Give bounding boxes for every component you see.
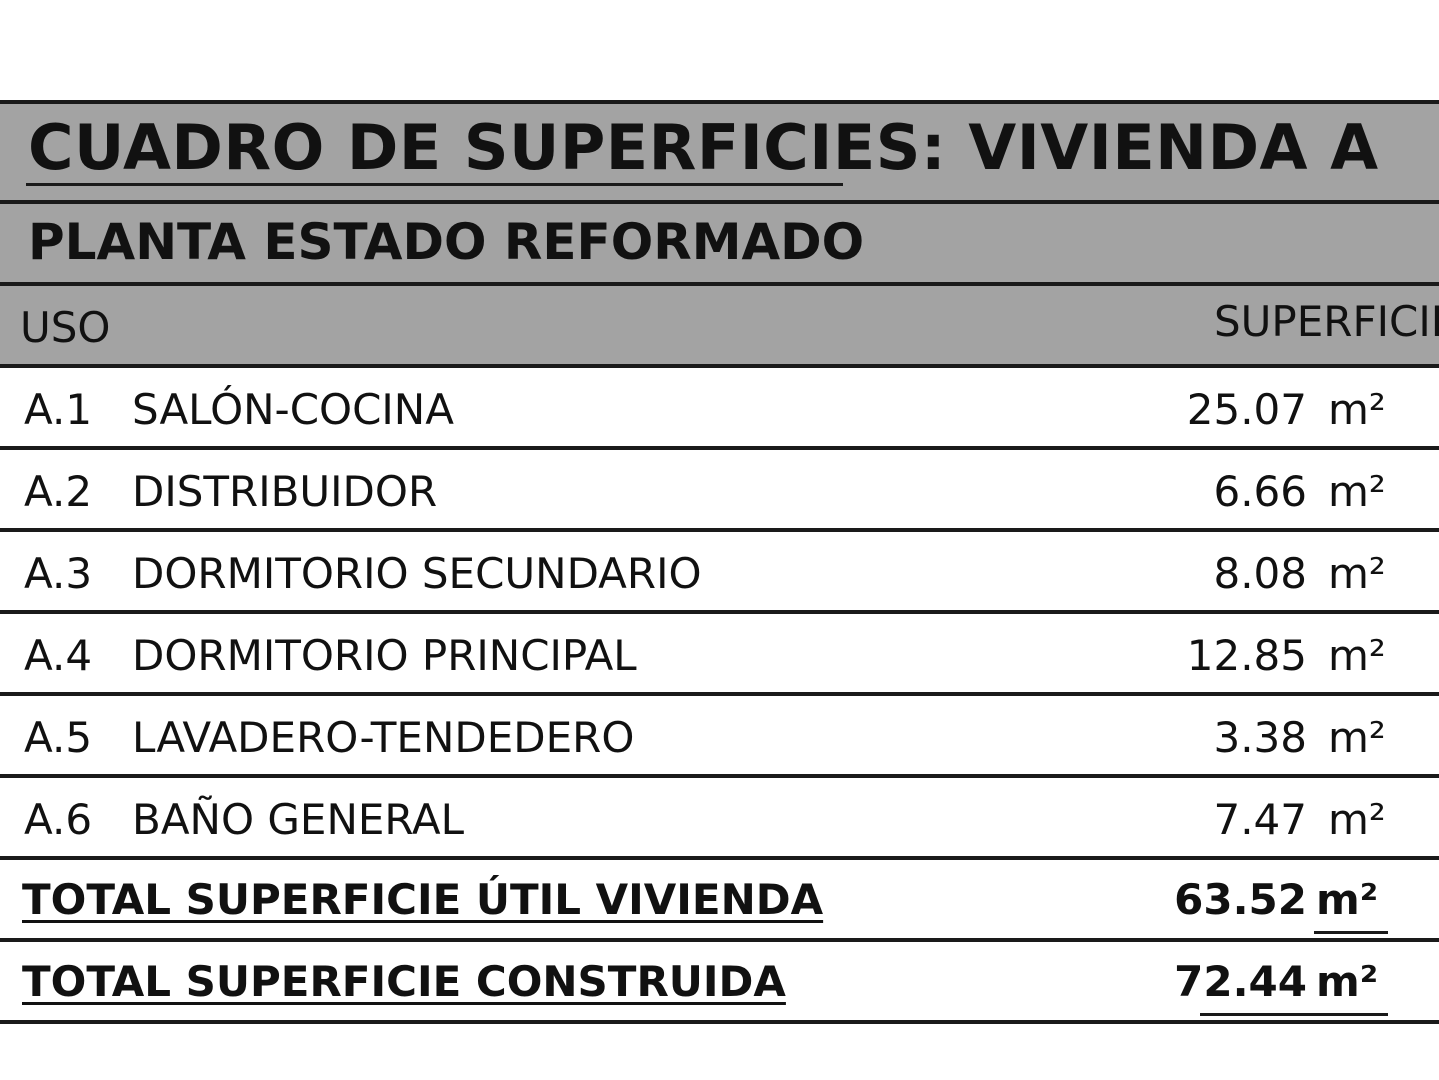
room-area-unit: m² (1328, 631, 1386, 680)
column-header-superficie: SUPERFICIE (1214, 297, 1439, 346)
room-name: DORMITORIO SECUNDARIO (132, 549, 702, 598)
total-built-area-label: TOTAL SUPERFICIE CONSTRUIDA (22, 957, 786, 1006)
room-area-value: 8.08 (1213, 549, 1307, 598)
table-subtitle: PLANTA ESTADO REFORMADO (28, 213, 865, 271)
room-area-unit: m² (1328, 795, 1386, 844)
room-name: LAVADERO-TENDEDERO (132, 713, 635, 762)
room-name: DORMITORIO PRINCIPAL (132, 631, 637, 680)
subtitle-band: PLANTA ESTADO REFORMADO (0, 200, 1439, 282)
total-useful-area-label: TOTAL SUPERFICIE ÚTIL VIVIENDA (22, 875, 824, 924)
total-built-area-unit: m² (1316, 957, 1379, 1006)
room-name: BAÑO GENERAL (132, 795, 465, 844)
title-band: CUADRO DE SUPERFICIES: VIVIENDA A (0, 100, 1439, 200)
room-name: SALÓN-COCINA (132, 385, 454, 434)
table-row: A.4 DORMITORIO PRINCIPAL 12.85 m² (0, 614, 1439, 696)
table-title: CUADRO DE SUPERFICIES: VIVIENDA A (28, 111, 1379, 184)
total-useful-area-unit: m² (1316, 875, 1379, 924)
table-row: A.2 DISTRIBUIDOR 6.66 m² (0, 450, 1439, 532)
room-area-value: 3.38 (1213, 713, 1307, 762)
room-area-value: 25.07 (1186, 385, 1307, 434)
room-code: A.1 (24, 385, 93, 434)
title-underline (26, 183, 843, 186)
total-useful-area-value: 63.52 (1174, 875, 1307, 924)
room-code: A.6 (24, 795, 93, 844)
room-area-unit: m² (1328, 467, 1386, 516)
room-area-value: 7.47 (1213, 795, 1307, 844)
room-code: A.5 (24, 713, 93, 762)
room-area-unit: m² (1328, 713, 1386, 762)
room-code: A.3 (24, 549, 93, 598)
room-area-value: 6.66 (1213, 467, 1307, 516)
column-header-band: USO SUPERFICIE (0, 282, 1439, 368)
total-built-area-row: TOTAL SUPERFICIE CONSTRUIDA 72.44 m² (0, 942, 1439, 1024)
table-row: A.5 LAVADERO-TENDEDERO 3.38 m² (0, 696, 1439, 778)
room-name: DISTRIBUIDOR (132, 467, 438, 516)
table-row: A.6 BAÑO GENERAL 7.47 m² (0, 778, 1439, 860)
room-area-unit: m² (1328, 385, 1386, 434)
room-area-value: 12.85 (1186, 631, 1307, 680)
total-built-area-value: 72.44 (1174, 957, 1307, 1006)
total-useful-area-underline (1314, 931, 1388, 934)
surface-table: CUADRO DE SUPERFICIES: VIVIENDA A PLANTA… (0, 100, 1439, 1024)
table-row: A.3 DORMITORIO SECUNDARIO 8.08 m² (0, 532, 1439, 614)
room-area-unit: m² (1328, 549, 1386, 598)
table-row: A.1 SALÓN-COCINA 25.07 m² (0, 368, 1439, 450)
room-code: A.2 (24, 467, 93, 516)
total-built-area-underline (1200, 1013, 1388, 1016)
room-code: A.4 (24, 631, 93, 680)
column-header-uso: USO (20, 303, 111, 352)
total-useful-area-row: TOTAL SUPERFICIE ÚTIL VIVIENDA 63.52 m² (0, 860, 1439, 942)
